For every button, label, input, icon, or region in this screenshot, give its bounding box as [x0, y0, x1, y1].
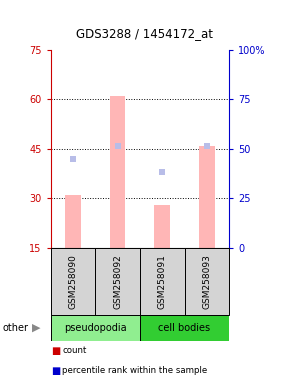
Bar: [110, 96, 126, 248]
Text: GSM258091: GSM258091: [158, 254, 167, 309]
Text: pseudopodia: pseudopodia: [64, 323, 127, 333]
Bar: [184, 248, 229, 315]
Text: percentile rank within the sample: percentile rank within the sample: [62, 366, 208, 375]
Text: GSM258090: GSM258090: [68, 254, 77, 309]
Text: GDS3288 / 1454172_at: GDS3288 / 1454172_at: [77, 27, 213, 40]
Text: other: other: [3, 323, 29, 333]
Text: count: count: [62, 346, 87, 355]
Text: GSM258092: GSM258092: [113, 254, 122, 309]
Bar: [154, 205, 170, 248]
Text: cell bodies: cell bodies: [158, 323, 211, 333]
Text: ▶: ▶: [32, 323, 41, 333]
Bar: [65, 195, 81, 248]
Bar: [140, 248, 184, 315]
Bar: [51, 315, 140, 341]
Bar: [140, 315, 229, 341]
Text: ■: ■: [51, 366, 60, 376]
Bar: [199, 146, 215, 248]
Text: GSM258093: GSM258093: [202, 254, 211, 309]
Bar: [95, 248, 140, 315]
Bar: [51, 248, 95, 315]
Text: ■: ■: [51, 346, 60, 356]
